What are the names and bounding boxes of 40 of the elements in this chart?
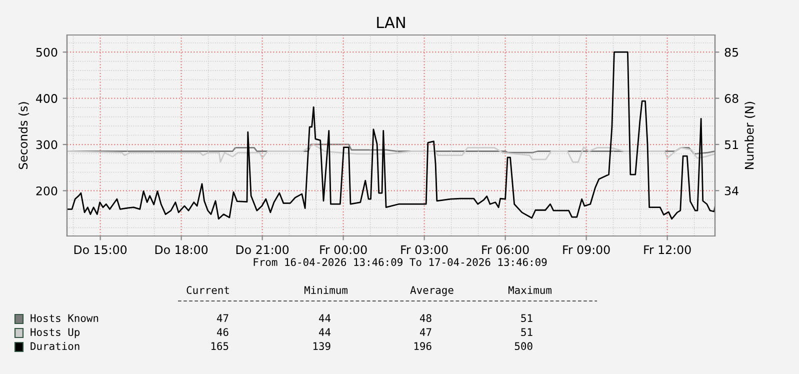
text: 47	[420, 328, 432, 336]
text: Maximum	[508, 286, 552, 294]
text: From 16-04-2026 13:46:09 To 17-04-2026 13:46:09	[254, 258, 547, 266]
text: 139	[313, 342, 330, 350]
text: 51	[521, 328, 532, 336]
y2-tick-label: 34	[724, 186, 738, 196]
y2-tick-label: 68	[724, 94, 738, 103]
y-tick-label: 300	[36, 140, 58, 150]
chart-title: LAN	[377, 16, 405, 28]
text: 165	[211, 342, 228, 350]
y2-axis-title: Number (N)	[744, 102, 756, 169]
y-axis-title: Seconds (s)	[18, 102, 29, 170]
text: 47	[216, 314, 228, 322]
text: 46	[216, 328, 228, 336]
text: Minimum	[304, 286, 348, 294]
x-tick-label: Do 21:00	[236, 245, 289, 254]
x-tick-label: Do 18:00	[155, 245, 208, 254]
line-series	[67, 51, 715, 220]
text: 48	[420, 314, 432, 322]
x-tick-label: Fr 03:00	[401, 245, 448, 254]
y-tick-label: 500	[36, 48, 58, 57]
legend-label: Hosts Known	[30, 314, 98, 322]
y2-tick-label: 85	[724, 48, 738, 57]
text: Current	[186, 286, 229, 294]
text: 51	[521, 314, 532, 322]
x-tick-label: Fr 09:00	[563, 245, 610, 254]
x-tick-label: Fr 00:00	[320, 245, 367, 254]
x-tick-label: Do 15:00	[74, 245, 127, 254]
x-tick-label: Fr 06:00	[482, 245, 529, 254]
text: 196	[414, 342, 432, 350]
text: Average	[410, 286, 454, 296]
y2-tick-label: 51	[724, 140, 738, 150]
x-tick-label: Fr 12:00	[644, 245, 691, 254]
legend-label: Duration	[30, 342, 80, 350]
text: 500	[514, 342, 532, 350]
text: 44	[318, 314, 330, 322]
legend-label: Hosts Up	[30, 328, 80, 338]
text: 44	[318, 328, 330, 336]
y-tick-label: 200	[36, 186, 58, 196]
y-tick-label: 400	[36, 94, 58, 103]
